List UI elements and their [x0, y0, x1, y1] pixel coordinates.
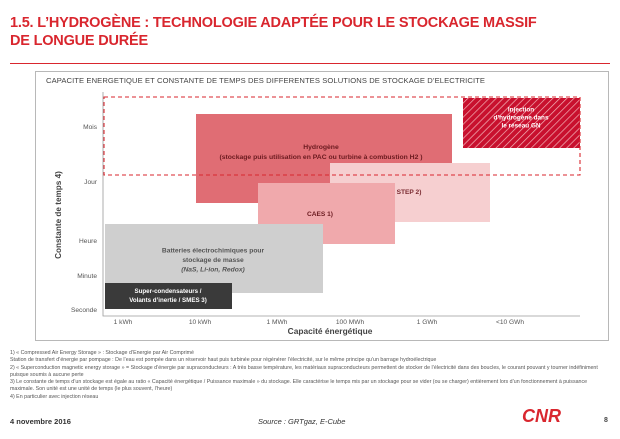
x-tick-label: 1 MWh — [267, 319, 288, 326]
region-label-caes: CAES 1) — [307, 211, 333, 218]
region-label-supercaps: Super-condensateurs / Volants d’inertie /… — [129, 288, 207, 304]
svg-text:Volants d’inertie / SMES 3): Volants d’inertie / SMES 3) — [129, 297, 207, 304]
x-tick-label: <10 GWh — [496, 319, 524, 326]
x-axis-title: Capacité énergétique — [288, 326, 373, 336]
y-tick-label: Minute — [77, 273, 97, 280]
svg-text:Batteries électrochimiques pou: Batteries électrochimiques pour — [162, 247, 265, 254]
chart-frame — [35, 71, 609, 341]
slide-title-line2: DE LONGUE DURÉE — [10, 33, 148, 49]
region-0 — [463, 98, 580, 148]
x-tick-label: 10 kWh — [189, 319, 212, 326]
svg-text:(NaS, Li-ion, Redox): (NaS, Li-ion, Redox) — [181, 266, 245, 273]
footnote: 1) « Compressed Air Energy Storage » : S… — [10, 350, 195, 356]
svg-text:CAES 1): CAES 1) — [307, 211, 333, 218]
region-4 — [105, 224, 323, 293]
svg-text:stockage de masse: stockage de masse — [182, 257, 244, 264]
footnote: 3) Le constante de temps d’un stockage e… — [10, 379, 588, 393]
svg-text:(stockage puis utilisation en: (stockage puis utilisation en PAC ou tur… — [219, 154, 422, 161]
cnr-logo: CNR — [522, 406, 561, 426]
svg-text:STEP 2): STEP 2) — [397, 189, 422, 196]
y-tick-label: Mois — [83, 124, 98, 131]
footnote: 2) « Superconduction magnetic energy sto… — [10, 364, 598, 378]
y-axis-title: Constante de temps 4) — [54, 171, 63, 259]
chart-axes — [102, 92, 580, 317]
footnote: Station de transfert d’énergie par pompa… — [10, 357, 437, 364]
svg-text:Super-condensateurs /: Super-condensateurs / — [134, 288, 201, 295]
x-tick-label: 1 kWh — [114, 319, 133, 326]
cnr-logo-text: CNR — [522, 406, 561, 426]
footer-source: Source : GRTgaz, E-Cube — [258, 417, 346, 426]
footer-date: 4 novembre 2016 — [10, 417, 71, 426]
region-label-hydrogen: Hydrogène (stockage puis utilisation en P… — [219, 144, 422, 161]
svg-text:Injection: Injection — [508, 107, 534, 114]
footnotes: 1) « Compressed Air Energy Storage » : S… — [10, 350, 610, 401]
slide-title: 1.5. L’HYDROGÈNE : TECHNOLOGIE ADAPTÉE P… — [10, 14, 570, 50]
footnote: 4) En particulier avec injection réseau — [10, 393, 99, 400]
chart-title: CAPACITE ENERGETIQUE ET CONSTANTE DE TEM… — [46, 76, 486, 85]
svg-text:le réseau GN: le réseau GN — [501, 123, 540, 130]
y-tick-label: Seconde — [71, 307, 97, 314]
slide-title-line1: 1.5. L’HYDROGÈNE : TECHNOLOGIE ADAPTÉE P… — [10, 15, 537, 31]
x-tick-label: 1 GWh — [417, 319, 438, 326]
y-tick-label: Heure — [79, 238, 97, 245]
x-tick-label: 100 MWh — [336, 319, 365, 326]
y-tick-label: Jour — [84, 179, 98, 186]
region-label-batteries: Batteries électrochimiques pour stockage … — [162, 247, 265, 273]
page-number: 8 — [604, 417, 608, 424]
svg-text:Hydrogène: Hydrogène — [303, 144, 339, 151]
title-divider — [10, 63, 610, 64]
svg-text:d’hydrogène dans: d’hydrogène dans — [493, 115, 548, 122]
hydrogen-scope-outline — [103, 96, 581, 176]
region-5 — [105, 283, 232, 309]
region-label-step: STEP 2) — [397, 189, 422, 196]
